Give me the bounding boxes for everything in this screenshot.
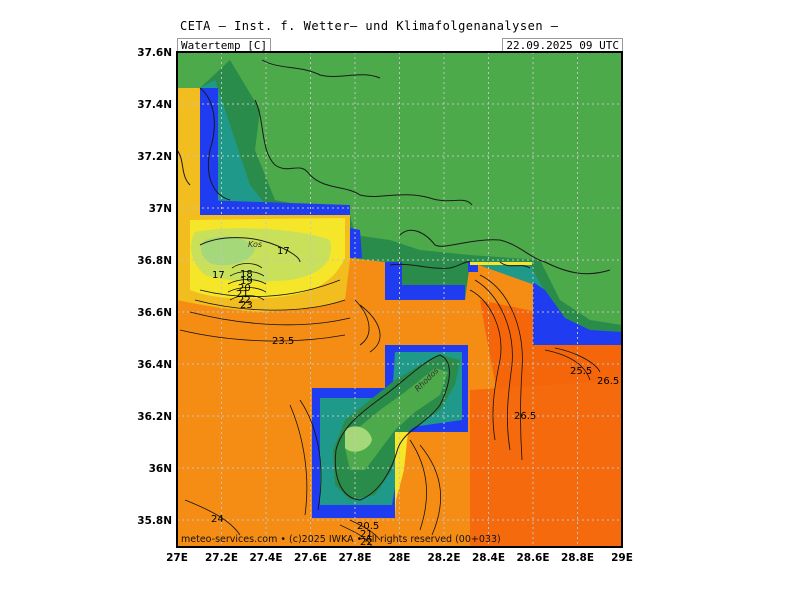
place-label-kos: Kos (248, 240, 262, 249)
contour-label: 21 (360, 529, 373, 540)
contour-label: 22 (238, 295, 251, 306)
warm-block-east (470, 262, 532, 265)
rhodes-island-inner (345, 368, 448, 470)
y-tick-label: 37N (149, 203, 172, 215)
contour-label: 18 (240, 269, 253, 280)
contour-label: 24 (211, 514, 224, 525)
page-title: CETA – Inst. f. Wetter– und Klimafolgena… (180, 19, 559, 33)
y-tick-label: 35.8N (137, 515, 172, 527)
y-tick-label: 36N (149, 463, 172, 475)
x-tick-label: 28.4E (472, 552, 505, 564)
y-tick-label: 36.8N (137, 255, 172, 267)
rhodes-cool-spot (345, 426, 372, 452)
cold-strip-west (200, 88, 218, 215)
contour-label: 20.5 (357, 521, 379, 532)
contour-label: 25.5 (570, 366, 592, 377)
x-tick-label: 28E (389, 552, 411, 564)
longitude-axis: 27E 27.2E 27.4E 27.6E 27.8E 28E 28.2E 28.4E 28.6… (166, 552, 633, 564)
x-tick-label: 28.8E (561, 552, 594, 564)
contour-label: 22 (360, 537, 373, 548)
copyright-notice: meteo-services.com • (c)2025 IWKA • All … (181, 534, 501, 545)
x-tick-label: 27.6E (294, 552, 327, 564)
gridlines (177, 52, 622, 547)
x-tick-label: 27.8E (338, 552, 371, 564)
contour-label: 26.5 (597, 376, 619, 387)
x-tick-label: 28.6E (516, 552, 549, 564)
coastlines (177, 59, 611, 501)
contour-label: 17 (212, 270, 225, 281)
contour-label: 21 (236, 289, 249, 300)
contour-label: 19 (240, 276, 253, 287)
sea-warmest-area-south (470, 380, 622, 547)
datetime-label: 22.09.2025 09 UTC (502, 38, 623, 53)
x-tick-label: 27.2E (205, 552, 238, 564)
contour-cluster-west (227, 263, 267, 301)
x-tick-label: 27E (166, 552, 188, 564)
contour-labels: 17 17 18 19 20 21 22 23 23.5 25.5 26.5 2… (211, 246, 619, 548)
x-tick-label: 27.4E (249, 552, 282, 564)
y-tick-label: 37.2N (137, 151, 172, 163)
isotherm-contours (179, 274, 601, 547)
contour-label: 23 (240, 300, 253, 311)
cold-strip-gulf (385, 262, 465, 300)
y-tick-label: 36.6N (137, 307, 172, 319)
y-tick-label: 36.2N (137, 411, 172, 423)
y-tick-label: 36.4N (137, 359, 172, 371)
y-tick-label: 37.4N (137, 99, 172, 111)
contour-label: 17 (277, 246, 290, 257)
x-tick-label: 28.2E (427, 552, 460, 564)
contour-label: 20 (238, 283, 251, 294)
cold-strip-kos (350, 228, 362, 258)
rhodes-yellow-edge (395, 432, 408, 518)
plot-frame (176, 51, 623, 548)
latitude-axis: 37.6N 37.4N 37.2N 37N 36.8N 36.6N 36.4N 36.2N 36… (137, 47, 172, 527)
x-tick-label: 29E (611, 552, 633, 564)
y-tick-label: 37.6N (137, 47, 172, 59)
contour-label: 23.5 (272, 336, 294, 347)
cold-strip-east (533, 282, 622, 345)
cold-strip-north (200, 200, 350, 215)
contour-label: 26.5 (514, 411, 536, 422)
sea-coldest-zone (200, 236, 255, 266)
